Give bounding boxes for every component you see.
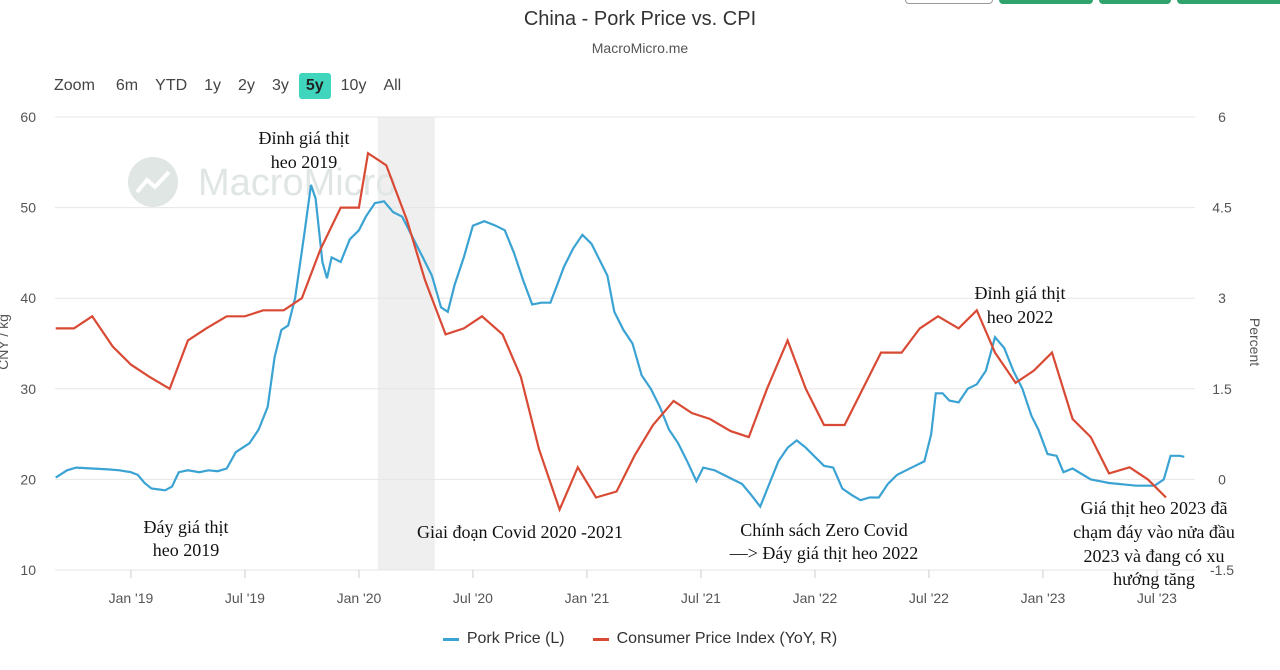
x-tick-label: Jan '19	[109, 590, 154, 606]
annotation-peak-2022: Đỉnh giá thịt heo 2022	[975, 283, 1066, 327]
zoom-label: Zoom	[54, 77, 95, 94]
annotation-line: 2023 và đang có xu	[1084, 546, 1225, 566]
x-tick-label: Jan '22	[793, 590, 838, 606]
y-right-tick-label: -1.5	[1210, 562, 1234, 578]
annotation-line: Đáy giá thịt	[144, 517, 229, 537]
x-tick-label: Jul '23	[1137, 590, 1177, 606]
y-right-tick-label: 4.5	[1212, 200, 1232, 216]
annotation-line: hướng tăng	[1113, 569, 1195, 589]
annotation-line: —> Đáy giá thịt heo 2022	[729, 543, 919, 563]
annotation-peak-2019: Đỉnh giá thịt heo 2019	[259, 128, 350, 172]
range-button-5y[interactable]: 5y	[298, 73, 331, 99]
chart-subtitle: MacroMicro.me	[591, 40, 689, 56]
annotation-line: heo 2019	[153, 540, 220, 560]
range-button-6m[interactable]: 6m	[115, 77, 139, 94]
y-axis-right: -1.5 0 1.5 3 4.5 6	[1210, 109, 1234, 578]
range-button-2y[interactable]: 2y	[238, 77, 255, 94]
range-button-1y[interactable]: 1y	[204, 77, 222, 94]
y-right-tick-label: 6	[1218, 109, 1226, 125]
annotation-line: Giá thịt heo 2023 đã	[1081, 498, 1228, 518]
range-selector: Zoom 6m YTD 1y 2y 3y 5y 10y All	[48, 73, 411, 99]
annotation-line: Đỉnh giá thịt	[259, 128, 350, 148]
annotation-line: chạm đáy vào nửa đầu	[1073, 522, 1235, 542]
watermark-chart-icon	[135, 170, 171, 194]
annotation-line: Đỉnh giá thịt	[975, 283, 1066, 303]
watermark: MacroMicro	[128, 157, 396, 207]
x-tick-label: Jul '21	[681, 590, 721, 606]
top-toolbar-button[interactable]	[1177, 0, 1280, 4]
annotation-zero-covid: Chính sách Zero Covid —> Đáy giá thịt he…	[729, 520, 919, 563]
annotation-line: heo 2022	[987, 307, 1054, 327]
legend-line-icon	[442, 637, 459, 641]
y-left-tick-label: 10	[20, 562, 36, 578]
y-left-tick-label: 50	[20, 200, 36, 216]
annotation-covid-period: Giai đoạn Covid 2020 -2021	[417, 522, 623, 542]
x-tick-label: Jan '20	[337, 590, 382, 606]
y-left-tick-label: 60	[20, 109, 36, 125]
annotation-bottom-2019: Đáy giá thịt heo 2019	[144, 517, 229, 560]
y-right-tick-label: 1.5	[1212, 381, 1232, 397]
legend-label: Pork Price (L)	[466, 630, 565, 647]
range-button-3y[interactable]: 3y	[271, 77, 289, 94]
x-tick-label: Jan '21	[565, 590, 610, 606]
y-axis-right-title: Percent	[1247, 318, 1263, 366]
range-button-all[interactable]: All	[383, 77, 402, 94]
annotation-line: Giai đoạn Covid 2020 -2021	[417, 522, 623, 542]
pork-price-line[interactable]	[55, 184, 1185, 509]
x-tick-label: Jul '20	[453, 590, 493, 606]
chart-title: China - Pork Price vs. CPI	[523, 8, 757, 30]
legend-item-pork-price[interactable]: Pork Price (L)	[442, 630, 565, 648]
y-left-tick-label: 20	[20, 471, 36, 487]
y-axis-left: 10 20 30 40 50 60	[20, 109, 36, 578]
chart-plot: MacroMicro 10 20 30 40 50 60 -1.5 0 1.5 3 4.5 6 Ja…	[0, 109, 1263, 606]
annotation-line: Chính sách Zero Covid	[740, 520, 907, 540]
x-tick-label: Jan '23	[1021, 590, 1066, 606]
legend-line-icon	[592, 637, 609, 641]
annotation-outlook-2023: Giá thịt heo 2023 đã chạm đáy vào nửa đầ…	[1073, 498, 1235, 589]
legend-label: Consumer Price Index (YoY, R)	[616, 630, 838, 647]
range-button-ytd[interactable]: YTD	[155, 77, 188, 94]
legend: Pork Price (L) Consumer Price Index (YoY…	[0, 630, 1280, 648]
x-tick-label: Jul '22	[909, 590, 949, 606]
y-left-tick-label: 40	[20, 290, 36, 306]
y-right-tick-label: 3	[1218, 290, 1226, 306]
covid-shaded-band	[377, 117, 435, 570]
x-tick-label: Jul '19	[225, 590, 265, 606]
y-right-tick-label: 0	[1218, 471, 1226, 487]
range-button-10y[interactable]: 10y	[340, 77, 367, 94]
legend-item-cpi[interactable]: Consumer Price Index (YoY, R)	[592, 630, 838, 648]
x-axis: Jan '19 Jul '19 Jan '20 Jul '20 Jan '21 Jul '…	[109, 570, 1177, 606]
watermark-logo-icon	[128, 157, 178, 207]
y-axis-left-title: CNY / kg	[0, 314, 11, 370]
cpi-line[interactable]	[55, 151, 1167, 513]
annotation-line: heo 2019	[271, 152, 338, 172]
y-left-tick-label: 30	[20, 381, 36, 397]
